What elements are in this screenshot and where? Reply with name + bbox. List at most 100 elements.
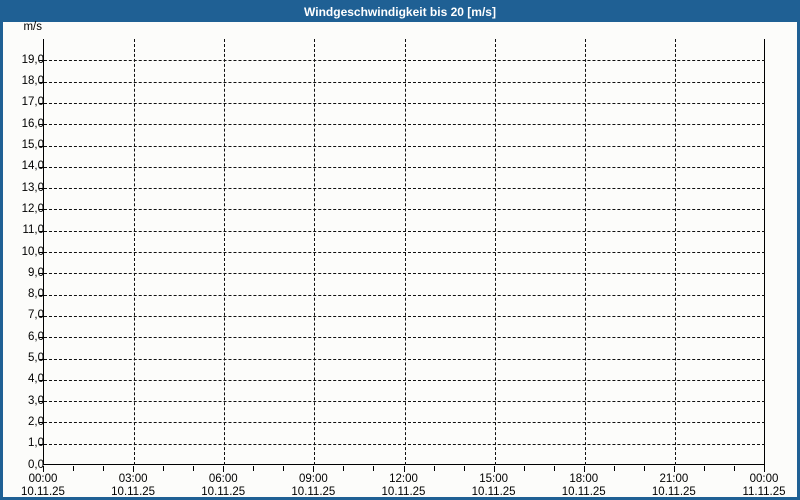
x-axis-tick-time: 18:00 bbox=[569, 473, 599, 485]
x-axis-tick-time: 06:00 bbox=[208, 473, 238, 485]
x-axis-tick-time: 09:00 bbox=[298, 473, 328, 485]
x-axis-tick-label: 06:00 10.11.25 bbox=[178, 473, 268, 499]
x-axis-tick-date: 10.11.25 bbox=[471, 486, 516, 498]
x-axis-tick-label: 15:00 10.11.25 bbox=[449, 473, 539, 499]
x-axis-minor-tick-mark bbox=[463, 466, 465, 471]
x-axis-minor-tick-mark bbox=[733, 466, 735, 471]
x-axis-tick-time: 12:00 bbox=[389, 473, 418, 485]
y-axis-tick-mark bbox=[39, 273, 44, 275]
y-axis-tick-label: 0,0 bbox=[28, 458, 44, 471]
y-axis-tick-mark bbox=[39, 252, 44, 253]
gridline-vertical bbox=[134, 39, 136, 465]
y-axis-tick-label: 1,0 bbox=[28, 437, 44, 450]
x-axis-minor-tick-mark bbox=[703, 466, 705, 471]
y-axis-tick-mark bbox=[39, 145, 44, 147]
x-axis-minor-tick-mark bbox=[193, 466, 195, 471]
y-axis-tick-mark bbox=[39, 209, 44, 211]
x-axis-tick-time: 00:00 bbox=[749, 473, 779, 485]
y-axis-tick-label: 5,0 bbox=[28, 352, 44, 364]
y-axis: m/s 19,0 18,0 17,0 16,0 15,0 14,0 13,0 12,0 11,0… bbox=[3, 21, 44, 497]
x-axis-major-tick-mark bbox=[673, 466, 675, 472]
y-axis-tick-mark bbox=[39, 401, 44, 403]
x-axis-minor-tick-mark bbox=[433, 466, 435, 471]
x-axis-minor-tick-mark bbox=[283, 466, 285, 471]
chart-plot-body: m/s 19,0 18,0 17,0 16,0 15,0 14,0 13,0 12,0 11,0… bbox=[3, 21, 797, 499]
gridline-vertical bbox=[494, 39, 496, 465]
y-axis-tick-mark bbox=[39, 315, 44, 317]
x-axis-tick-time: 00:00 bbox=[28, 473, 58, 485]
x-axis-major-tick-mark bbox=[764, 466, 765, 472]
x-axis-minor-tick-mark bbox=[523, 466, 525, 471]
y-axis-tick-label: 6,0 bbox=[28, 330, 44, 343]
x-axis-tick-time: 03:00 bbox=[118, 473, 148, 485]
x-axis: 00:00 10.11.25 03:00 10.11.25 06:00 10.11.25 0… bbox=[21, 466, 786, 499]
gridline-vertical bbox=[584, 39, 586, 465]
x-axis-tick-date: 10.11.25 bbox=[561, 486, 606, 498]
y-axis-tick-label: 9,0 bbox=[28, 266, 44, 279]
y-axis-tick-label: 13,0 bbox=[21, 181, 44, 194]
y-axis-tick-label: 14,0 bbox=[21, 160, 44, 173]
x-axis-major-tick-mark bbox=[223, 466, 225, 472]
window-title-bar: Windgeschwindigkeit bis 20 [m/s] bbox=[3, 3, 797, 22]
x-axis-tick-label: 00:00 11.11.25 bbox=[719, 473, 800, 499]
x-axis-major-tick-mark bbox=[43, 466, 44, 472]
x-axis-minor-tick-mark bbox=[613, 466, 615, 471]
gridline-vertical bbox=[674, 39, 676, 465]
plot-area bbox=[43, 39, 765, 465]
x-axis-tick-time: 15:00 bbox=[479, 473, 509, 485]
y-axis-tick-mark bbox=[39, 379, 44, 381]
y-axis-tick-label: 17,0 bbox=[21, 96, 44, 109]
y-axis-tick-mark bbox=[39, 188, 44, 190]
x-axis-minor-tick-mark bbox=[73, 466, 75, 471]
y-axis-tick-label: 3,0 bbox=[28, 394, 44, 407]
x-axis-major-tick-mark bbox=[583, 466, 585, 472]
x-axis-tick-label: 12:00 10.11.25 bbox=[359, 473, 449, 499]
x-axis-minor-tick-mark bbox=[643, 466, 645, 471]
y-axis-tick-mark bbox=[39, 230, 44, 232]
x-axis-tick-date: 10.11.25 bbox=[291, 486, 336, 498]
x-axis-minor-tick-mark bbox=[163, 466, 165, 471]
x-axis-major-tick-mark bbox=[313, 466, 315, 472]
y-axis-tick-mark bbox=[39, 443, 44, 445]
y-axis-tick-mark bbox=[39, 337, 44, 339]
x-axis-tick-date: 10.11.25 bbox=[21, 486, 65, 498]
y-axis-title: m/s bbox=[23, 21, 42, 33]
x-axis-tick-label: 00:00 10.11.25 bbox=[0, 473, 88, 499]
x-axis-tick-label: 21:00 10.11.25 bbox=[629, 473, 719, 499]
y-axis-tick-label: 11,0 bbox=[22, 224, 44, 237]
y-axis-tick-mark bbox=[39, 358, 44, 360]
gridline-vertical bbox=[224, 39, 226, 465]
x-axis-major-tick-mark bbox=[493, 466, 495, 472]
x-axis-minor-tick-mark bbox=[553, 466, 555, 471]
y-axis-tick-label: 2,0 bbox=[28, 415, 44, 428]
gridline-vertical bbox=[404, 39, 406, 465]
x-axis-major-tick-mark bbox=[133, 466, 135, 472]
y-axis-tick-mark bbox=[39, 124, 44, 126]
y-axis-tick-mark bbox=[39, 60, 44, 62]
y-axis-tick-mark bbox=[39, 294, 44, 296]
x-axis-minor-tick-mark bbox=[253, 466, 255, 471]
x-axis-tick-date: 10.11.25 bbox=[201, 486, 246, 498]
y-axis-tick-label: 4,0 bbox=[28, 373, 44, 386]
x-axis-minor-tick-mark bbox=[373, 466, 375, 471]
x-axis-tick-label: 18:00 10.11.25 bbox=[539, 473, 629, 499]
x-axis-tick-date: 10.11.25 bbox=[381, 486, 426, 498]
y-axis-tick-mark bbox=[39, 81, 44, 83]
y-axis-tick-label: 18,0 bbox=[21, 75, 44, 88]
y-axis-tick-label: 10,0 bbox=[21, 245, 44, 258]
x-axis-tick-date: 10.11.25 bbox=[651, 486, 696, 498]
y-axis-tick-mark bbox=[39, 166, 44, 168]
y-axis-tick-mark bbox=[39, 102, 44, 104]
x-axis-tick-date: 11.11.25 bbox=[742, 486, 786, 498]
x-axis-minor-tick-mark bbox=[343, 466, 345, 471]
y-axis-tick-label: 12,0 bbox=[21, 202, 44, 215]
x-axis-major-tick-mark bbox=[403, 466, 405, 472]
x-axis-tick-time: 21:00 bbox=[659, 473, 689, 485]
y-axis-tick-label: 19,0 bbox=[21, 53, 44, 66]
y-axis-tick-label: 15,0 bbox=[21, 139, 44, 151]
x-axis-tick-label: 03:00 10.11.25 bbox=[88, 473, 178, 499]
y-axis-tick-mark bbox=[39, 422, 44, 424]
y-axis-tick-label: 7,0 bbox=[28, 309, 44, 322]
x-axis-tick-date: 10.11.25 bbox=[111, 486, 156, 498]
